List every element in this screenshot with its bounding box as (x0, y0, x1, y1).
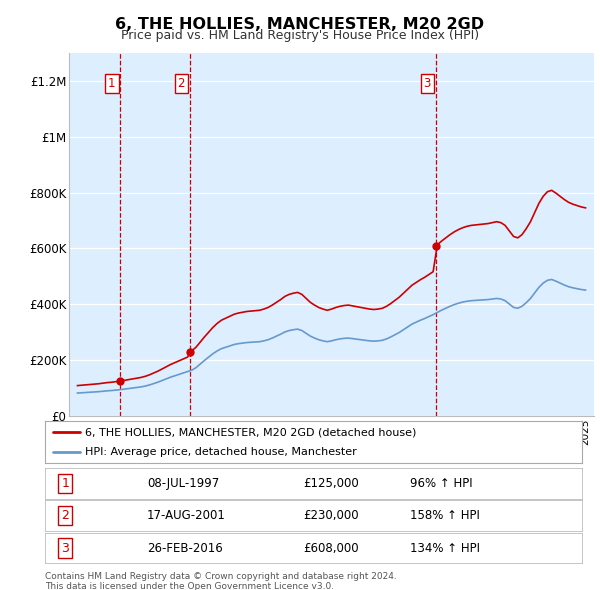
Text: 1: 1 (108, 77, 116, 90)
Text: 158% ↑ HPI: 158% ↑ HPI (410, 509, 480, 522)
Text: 6, THE HOLLIES, MANCHESTER, M20 2GD (detached house): 6, THE HOLLIES, MANCHESTER, M20 2GD (det… (85, 427, 416, 437)
Text: 96% ↑ HPI: 96% ↑ HPI (410, 477, 473, 490)
Text: Price paid vs. HM Land Registry's House Price Index (HPI): Price paid vs. HM Land Registry's House … (121, 30, 479, 42)
Text: 1: 1 (61, 477, 70, 490)
Text: 134% ↑ HPI: 134% ↑ HPI (410, 542, 480, 555)
Text: 26-FEB-2016: 26-FEB-2016 (147, 542, 223, 555)
Text: 6, THE HOLLIES, MANCHESTER, M20 2GD: 6, THE HOLLIES, MANCHESTER, M20 2GD (115, 17, 485, 31)
Text: 2: 2 (61, 509, 70, 522)
Text: 3: 3 (424, 77, 431, 90)
Text: £230,000: £230,000 (303, 509, 358, 522)
Text: 3: 3 (61, 542, 70, 555)
Text: 17-AUG-2001: 17-AUG-2001 (147, 509, 226, 522)
Text: This data is licensed under the Open Government Licence v3.0.: This data is licensed under the Open Gov… (45, 582, 334, 590)
Text: 2: 2 (178, 77, 185, 90)
Text: £608,000: £608,000 (303, 542, 358, 555)
Text: Contains HM Land Registry data © Crown copyright and database right 2024.: Contains HM Land Registry data © Crown c… (45, 572, 397, 581)
Text: 08-JUL-1997: 08-JUL-1997 (147, 477, 219, 490)
Text: HPI: Average price, detached house, Manchester: HPI: Average price, detached house, Manc… (85, 447, 357, 457)
Text: £125,000: £125,000 (303, 477, 359, 490)
